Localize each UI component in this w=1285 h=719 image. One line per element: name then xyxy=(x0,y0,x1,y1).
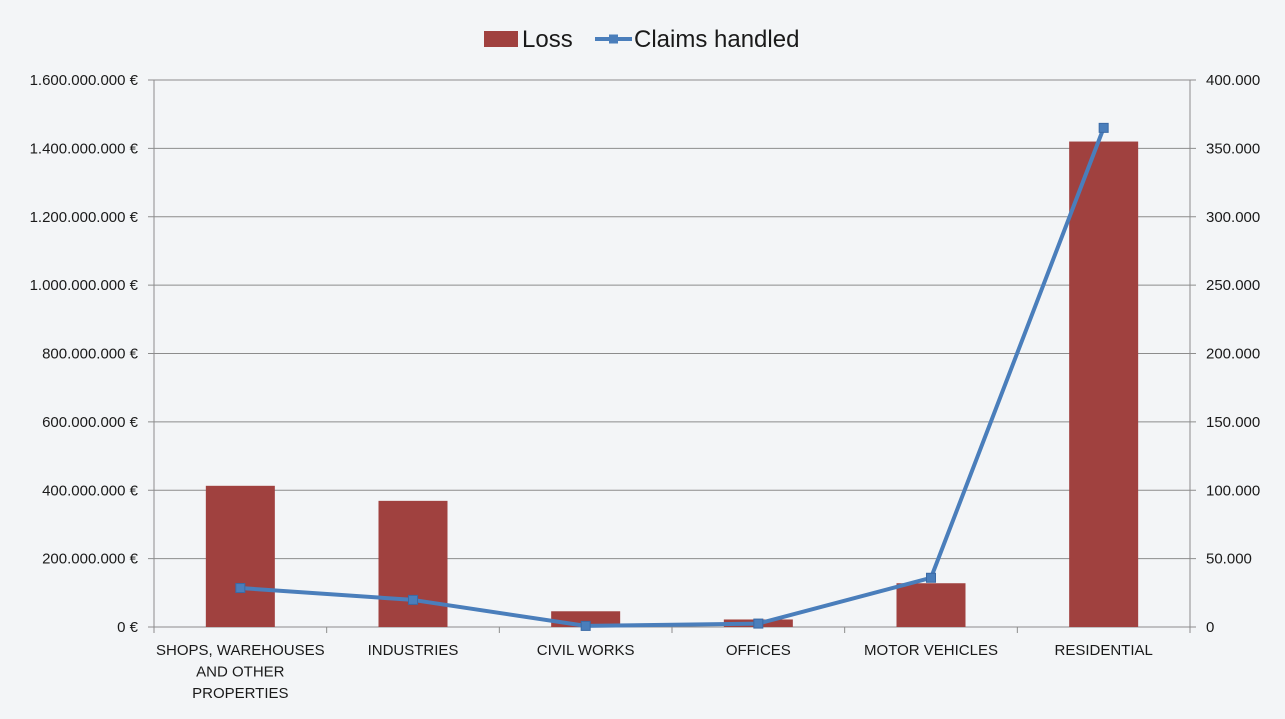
right-tick-label: 250.000 xyxy=(1206,277,1260,294)
left-tick-label: 1.000.000.000 € xyxy=(30,277,139,294)
category-label: OFFICES xyxy=(726,642,791,659)
claims-marker xyxy=(580,620,591,631)
loss-bar xyxy=(205,485,275,627)
loss-bar xyxy=(896,583,966,627)
claims-marker xyxy=(408,594,418,605)
claims-marker xyxy=(235,583,246,594)
legend-claims-marker xyxy=(609,34,618,44)
right-tick-label: 150.000 xyxy=(1206,414,1260,431)
left-tick-label: 0 € xyxy=(117,619,139,636)
claims-line-path xyxy=(240,127,1106,628)
left-tick-label: 600.000.000 € xyxy=(42,414,139,431)
right-tick-label: 350.000 xyxy=(1206,140,1260,157)
right-tick-label: 100.000 xyxy=(1206,482,1260,499)
legend-claims-label: Claims handled xyxy=(634,26,799,53)
right-axis-ticks: 0 50.000 100.000 150.000 200.000 250.000 300.0… xyxy=(1206,72,1260,636)
right-tick-label: 200.000 xyxy=(1206,346,1260,363)
category-label: MOTOR VEHICLES xyxy=(864,642,998,659)
claims-marker xyxy=(1098,122,1109,133)
claims-marker xyxy=(926,572,936,583)
gridlines xyxy=(154,79,1190,560)
claims-line xyxy=(235,122,1109,631)
loss-bar xyxy=(1069,141,1139,627)
loss-bar xyxy=(378,500,448,627)
left-tick-label: 400.000.000 € xyxy=(42,482,139,499)
category-label: SHOPS, WAREHOUSES AND OTHER PROPERTIES xyxy=(156,642,325,702)
claims-marker xyxy=(753,618,764,629)
left-axis-ticks: 0 € 200.000.000 € 400.000.000 € 600.000.000… xyxy=(30,72,139,636)
category-label: INDUSTRIES xyxy=(368,642,459,659)
legend: Loss Claims handled xyxy=(484,26,799,53)
left-tick-label: 1.400.000.000 € xyxy=(30,140,139,157)
right-tick-label: 400.000 xyxy=(1206,72,1260,89)
legend-loss-label: Loss xyxy=(522,26,573,53)
left-tick-label: 1.600.000.000 € xyxy=(30,72,139,89)
right-tick-label: 0 xyxy=(1206,619,1214,636)
left-tick-label: 1.200.000.000 € xyxy=(30,209,139,226)
axes xyxy=(148,79,1196,633)
category-label: RESIDENTIAL xyxy=(1054,642,1152,659)
category-labels: SHOPS, WAREHOUSES AND OTHER PROPERTIES INDU… xyxy=(156,642,1153,702)
right-tick-label: 50.000 xyxy=(1206,551,1252,568)
right-tick-label: 300.000 xyxy=(1206,209,1260,226)
left-tick-label: 200.000.000 € xyxy=(42,551,139,568)
category-label: CIVIL WORKS xyxy=(537,642,635,659)
left-tick-label: 800.000.000 € xyxy=(42,346,139,363)
loss-bars xyxy=(205,141,1139,627)
legend-loss-swatch xyxy=(484,31,518,47)
